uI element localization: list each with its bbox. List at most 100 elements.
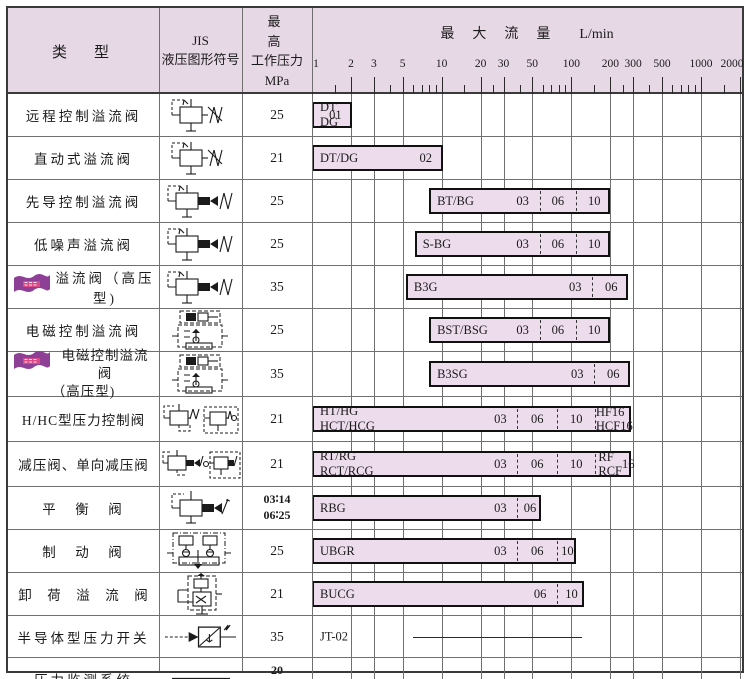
header-type: 类 型 <box>51 44 115 61</box>
row-jis-symbol <box>159 180 242 222</box>
chart-gridline <box>633 616 635 657</box>
header-divider-3 <box>312 8 313 92</box>
row-chart-cell: HT/HG HCT/HCG 03 06 10 HF16 HCF16 <box>312 397 742 441</box>
chart-gridline <box>571 137 573 179</box>
chart-gridline <box>700 266 702 308</box>
range-bar-segment: 06 <box>551 193 565 208</box>
chart-gridline <box>700 487 702 529</box>
chart-gridline <box>532 137 534 179</box>
range-bar-divider <box>539 191 541 211</box>
range-bar-segment: 03 <box>494 500 507 515</box>
range-bar-segment: 02 <box>419 150 433 165</box>
scale-tick-minor <box>695 85 697 94</box>
range-bar-name: BT/BG <box>437 193 474 208</box>
range-bar-name: UBGR <box>320 543 355 558</box>
chart-gridline <box>700 137 702 179</box>
range-bar-divider <box>595 409 597 429</box>
row-jis-symbol <box>159 397 242 441</box>
chart-gridline <box>633 223 635 265</box>
scale-label: 100 <box>562 58 580 70</box>
chart-gridline <box>661 397 663 441</box>
chart-gridline <box>740 94 741 136</box>
chart-gridline <box>373 94 375 136</box>
chart-gridline <box>373 180 375 222</box>
range-bar-segment: 03 <box>494 456 507 471</box>
scale-tick-minor <box>421 85 423 94</box>
chart-gridline <box>351 352 353 396</box>
range-bar-segment: 10 <box>569 411 583 426</box>
scale-label: 200 <box>601 58 619 70</box>
row-type-cell: 压力监测系统 <box>8 658 159 679</box>
row-pressure-value: 25 <box>270 193 284 209</box>
scale-tick-major <box>571 77 573 94</box>
scale-tick-minor <box>565 85 567 94</box>
row-jis-symbol <box>159 573 242 615</box>
row-type-label: 先导控制溢流阀 <box>25 195 142 210</box>
chart-gridline <box>373 223 375 265</box>
row-type-label: 直动式溢流阀 <box>34 152 133 167</box>
header-pressure-line1: 最 高 <box>267 14 325 49</box>
row-jis-symbol <box>159 137 242 179</box>
row-chart-cell: RBG 03 06 <box>312 487 742 529</box>
scale-tick-minor <box>622 85 624 94</box>
table-row: 半导体型压力开关 35 JT-02 <box>8 616 742 658</box>
row-pressure-cell: 21 <box>242 442 312 486</box>
table-body: 远程控制溢流阀 25 DT DG 01 直动式溢流阀 21 DT/DG 02 先导控制溢流阀 <box>8 94 742 679</box>
chart-gridline <box>402 266 404 308</box>
row-type-cell: 远程控制溢流阀 <box>8 94 159 136</box>
header-jis-line2: 液压图形符号 <box>161 52 240 67</box>
range-bar-segment: 03 <box>494 411 507 426</box>
scale-tick-minor <box>429 85 431 94</box>
scale-label: 1000 <box>689 58 713 70</box>
header-flow: 最 大 流 量 L/min <box>312 8 742 58</box>
table-row: 电磁控制溢流阀 （高压型) 35 B3SG 03 06 <box>8 348 742 399</box>
row-pressure-value: 21 <box>270 586 284 602</box>
range-bar-segment: 01 <box>329 107 342 122</box>
chart-gridline <box>661 573 663 615</box>
chart-gridline <box>700 223 702 265</box>
range-bar-segment: 06 <box>530 456 544 471</box>
table-header: 类 型 JIS 液压图形符号 最 高 工作压力 MPa 最 大 流 量 L/mi… <box>8 8 744 94</box>
header-jis-line1: JIS <box>192 33 209 49</box>
range-bar-segment: 06 <box>530 411 544 426</box>
chart-gridline <box>740 530 741 572</box>
chart-gridline <box>740 397 741 441</box>
range-bar-divider <box>595 454 597 474</box>
row-type-label-2: （高压型) <box>51 384 116 400</box>
row-chart-cell <box>312 658 742 679</box>
range-bar-name: B3SG <box>437 366 468 381</box>
chart-gridline <box>740 442 741 486</box>
chart-gridline <box>633 352 635 396</box>
chart-gridline <box>610 658 612 679</box>
scale-label: 300 <box>624 58 642 70</box>
row-pressure-value: 25 <box>270 236 284 252</box>
scale-label: 5 <box>399 58 406 70</box>
range-bar: BUCG 06 10 <box>312 581 584 607</box>
row-jis-symbol <box>159 530 242 572</box>
chart-gridline <box>661 309 663 351</box>
chart-gridline <box>700 94 702 136</box>
row-pressure-value: 20 <box>271 663 283 678</box>
row-jis-symbol <box>159 658 242 679</box>
row-chart-cell: BUCG 06 10 <box>312 573 742 615</box>
chart-gridline <box>532 658 534 679</box>
scale-tick-minor <box>412 85 414 94</box>
range-bar-name: S-BG <box>422 236 452 251</box>
row-chart-cell: JT-02 <box>312 616 742 657</box>
table-row: H/HC型压力控制阀 21 HT/HG HCT/HCG 03 06 10 HF16 HCF… <box>8 397 742 442</box>
header-flow-title: 最 大 流 量 <box>440 27 553 42</box>
row-jis-symbol <box>159 309 242 351</box>
table-row: 远程控制溢流阀 25 DT DG 01 <box>8 94 742 137</box>
chart-gridline <box>633 573 635 615</box>
range-bar: BT/BG 03 06 10 <box>429 188 611 214</box>
chart-gridline <box>740 309 741 351</box>
header-divider-2 <box>242 8 243 92</box>
scale-label: 2000 <box>720 58 744 70</box>
table-row: 减压阀、单向减压阀 21 RT/RG RCT/RCG 03 06 10 RF RCF 16 <box>8 442 742 487</box>
chart-gridline <box>740 658 741 679</box>
chart-gridline <box>373 266 375 308</box>
scale-tick-minor <box>464 85 466 94</box>
scale-tick-minor <box>723 85 725 94</box>
range-bar-name: BST/BSG <box>437 322 488 337</box>
row-type-cell: 半导体型压力开关 <box>8 616 159 657</box>
